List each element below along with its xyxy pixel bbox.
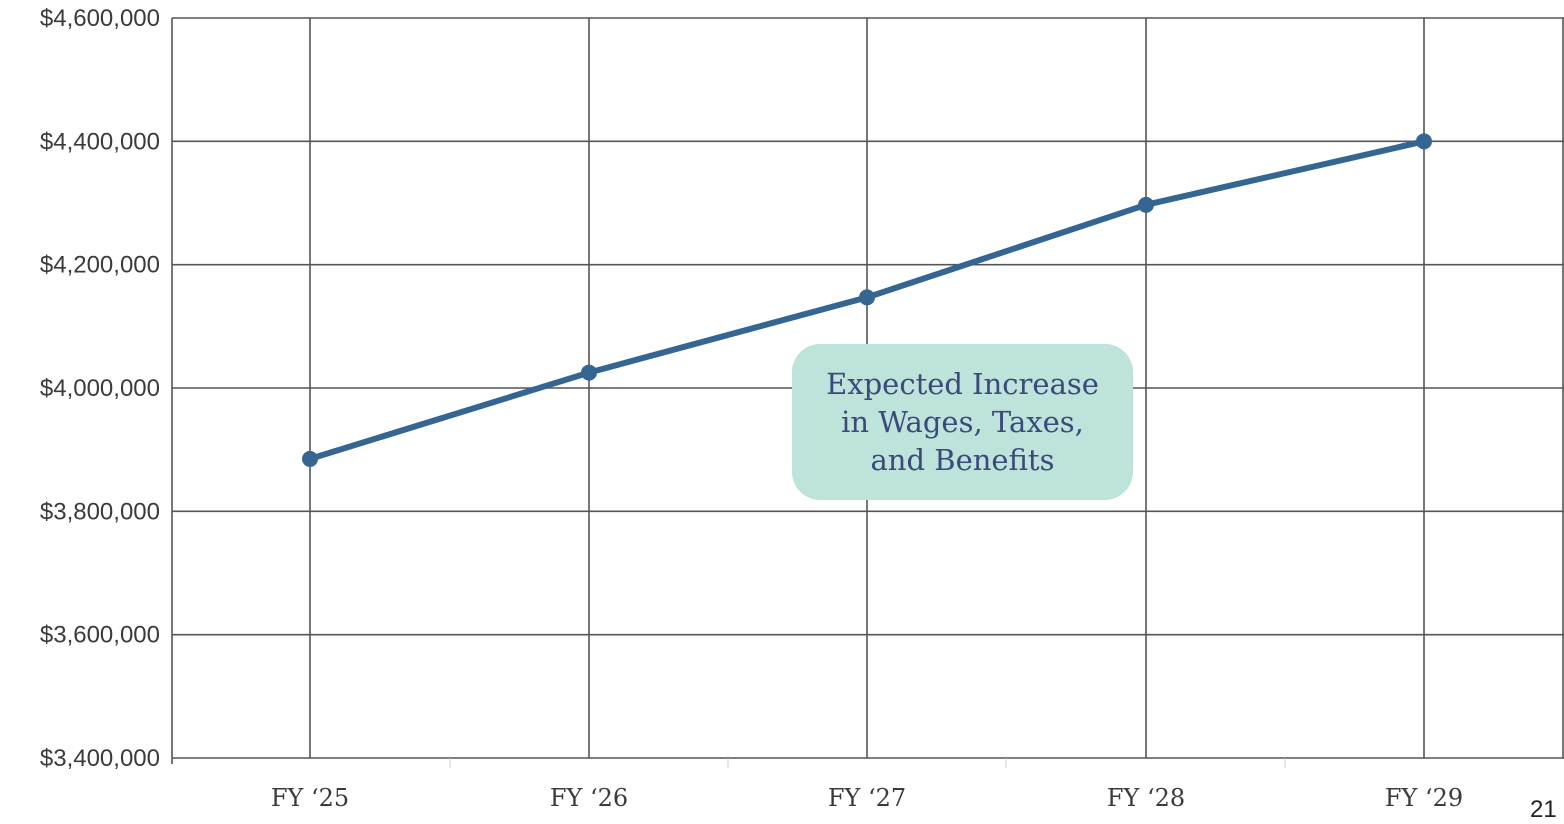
annotation-line-3: and Benefits	[870, 443, 1055, 477]
y-tick-label: $4,200,000	[40, 252, 160, 279]
data-point	[1416, 133, 1432, 150]
y-tick-label: $4,400,000	[40, 128, 160, 155]
annotation-line-1: Expected Increase	[826, 367, 1099, 401]
annotation-box: Expected Increase in Wages, Taxes, and B…	[792, 344, 1133, 500]
x-tick-label: FY ‘27	[828, 784, 906, 811]
data-point	[581, 364, 597, 381]
x-tick-label: FY ‘28	[1107, 784, 1185, 811]
y-tick-label: $3,600,000	[40, 622, 160, 649]
y-tick-labels: $3,400,000 $3,600,000 $3,800,000 $4,000,000…	[40, 5, 160, 772]
x-tick-label: FY ‘26	[550, 784, 628, 811]
x-tick-labels: FY ‘25 FY ‘26 FY ‘27 FY ‘28 FY ‘29	[271, 784, 1463, 812]
y-tick-label: $3,400,000	[40, 745, 160, 772]
data-points	[302, 133, 1432, 467]
page-number: 21	[1530, 796, 1557, 823]
axes	[171, 18, 1564, 768]
annotation-line-2: in Wages, Taxes,	[841, 405, 1084, 439]
data-point	[1138, 196, 1154, 213]
data-point	[859, 289, 875, 306]
y-tick-label: $4,600,000	[40, 5, 160, 32]
y-tick-label: $3,800,000	[40, 498, 160, 525]
y-tick-label: $4,000,000	[40, 375, 160, 402]
x-tick-label: FY ‘29	[1385, 784, 1463, 811]
x-tick-label: FY ‘25	[271, 784, 349, 811]
data-point	[302, 450, 318, 467]
